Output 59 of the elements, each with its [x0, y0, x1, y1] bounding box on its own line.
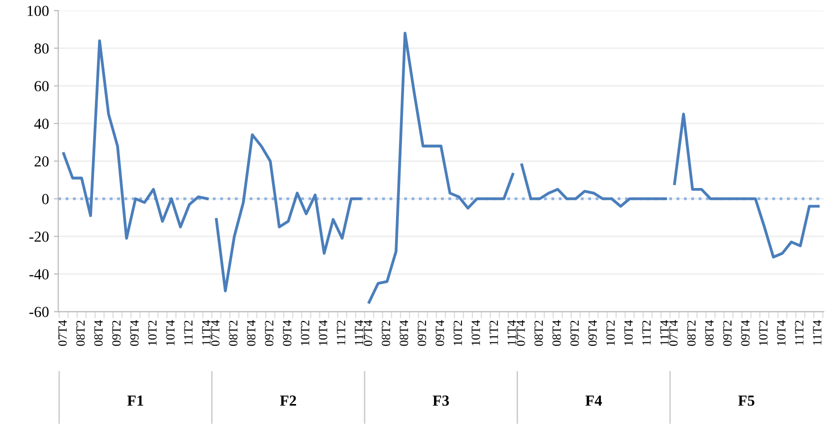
x-tick-label: 09T4 — [282, 320, 292, 346]
y-tick-label: -20 — [29, 232, 49, 242]
y-tick-label: 100 — [28, 6, 49, 16]
text: F4 — [585, 396, 602, 406]
text: F5 — [738, 396, 754, 406]
x-tick-label: 09T4 — [130, 320, 139, 346]
x-tick-label: 08T4 — [94, 320, 103, 346]
text: F3 — [432, 396, 449, 406]
x-tick-label: 09T2 — [723, 320, 732, 346]
x-tick-label: 10T4 — [318, 320, 328, 346]
x-tick-label: 11T4 — [813, 320, 822, 345]
x-tick-label: 08T2 — [382, 320, 390, 346]
text: F1 — [127, 396, 144, 406]
y-tick-label: 20 — [34, 156, 49, 167]
x-tick-label: 11T4 — [354, 320, 364, 345]
y-tick-label: 80 — [34, 43, 49, 54]
x-tick-label: 11T4 — [202, 320, 210, 345]
y-tick-label: 40 — [34, 118, 49, 129]
x-tick-label: 10T2 — [148, 320, 157, 346]
x-tick-label: 09T2 — [264, 320, 274, 346]
x-tick-label: 09T2 — [112, 320, 121, 346]
x-tick-label: 09T4 — [741, 320, 750, 346]
x-tick-label: 08T4 — [246, 320, 256, 346]
x-tick-label: 08T4 — [705, 320, 714, 346]
x-tick-label: 10T4 — [166, 320, 175, 346]
x-tick-label: 07T4 — [364, 320, 372, 346]
x-tick-label: 08T2 — [76, 320, 85, 346]
y-tick-label: 60 — [34, 81, 49, 92]
x-tick-label: 08T4 — [400, 320, 408, 346]
x-tick-label: 11T2 — [336, 320, 346, 345]
x-tick-label: 08T2 — [534, 320, 543, 346]
x-tick-label: 07T4 — [669, 320, 678, 346]
x-tick-label: 11T2 — [642, 320, 651, 345]
text: F2 — [280, 396, 296, 406]
x-tick-label: 07T4 — [58, 320, 67, 346]
x-tick-label: 08T2 — [687, 320, 696, 346]
x-tick-label: 10T2 — [454, 320, 462, 346]
x-tick-label: 07T4 — [211, 320, 220, 346]
x-tick-label: 07T4 — [516, 320, 525, 346]
x-tick-label: 10T4 — [777, 320, 786, 346]
x-tick-label: 10T2 — [759, 320, 768, 346]
x-tick-label: 11T4 — [660, 320, 669, 345]
x-tick-label: 08T4 — [552, 320, 561, 346]
x-tick-label: 10T4 — [472, 320, 480, 346]
x-tick-label: 10T4 — [624, 320, 633, 346]
x-tick-label: 11T2 — [184, 320, 192, 345]
x-tick-label: 10T2 — [300, 320, 310, 346]
x-tick-label: 11T2 — [795, 320, 804, 345]
y-tick-label: -60 — [29, 306, 49, 318]
x-tick-label: 11T4 — [508, 320, 516, 345]
x-tick-label: 08T2 — [229, 320, 238, 346]
y-tick-label: 0 — [42, 194, 49, 204]
x-tick-label: 10T2 — [606, 320, 615, 346]
x-tick-label: 09T4 — [588, 320, 597, 346]
y-tick-label: -40 — [29, 269, 49, 280]
x-tick-label: 09T2 — [418, 320, 426, 346]
x-tick-label: 09T4 — [436, 320, 444, 346]
x-tick-label: 11T2 — [490, 320, 498, 345]
x-tick-label: 09T2 — [570, 320, 579, 346]
